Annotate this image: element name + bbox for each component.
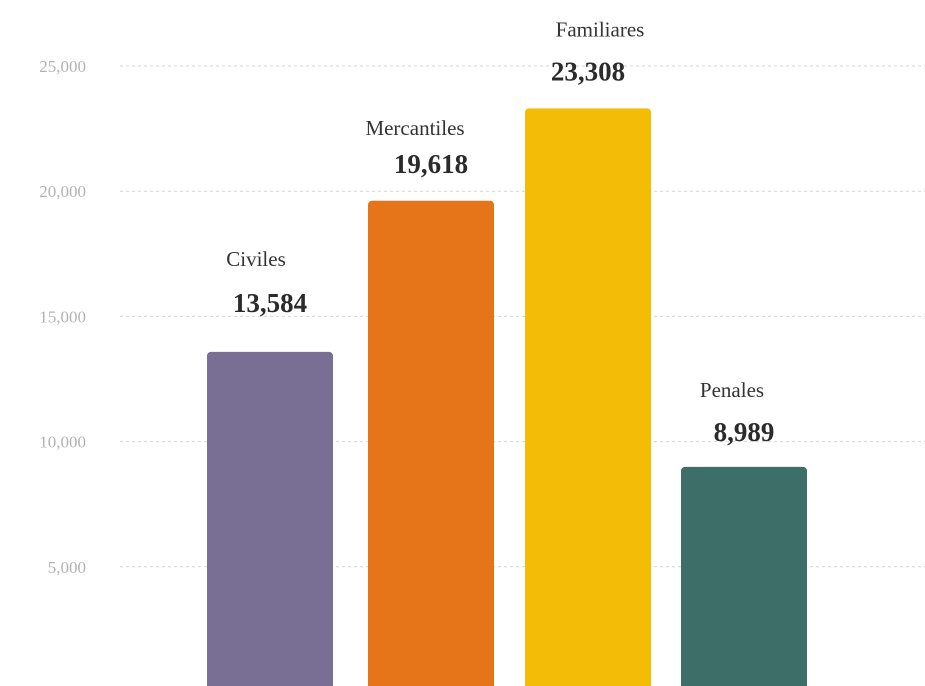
category-label-mercantiles: Mercantiles (365, 116, 464, 140)
value-label-familiares: 23,308 (551, 56, 625, 86)
value-label-penales: 8,989 (714, 417, 775, 447)
bar-familiares (525, 108, 651, 686)
y-tick-label-10000: 10,000 (39, 433, 86, 452)
bars-layer (207, 108, 807, 686)
category-label-familiares: Familiares (556, 17, 645, 41)
y-tick-label-15000: 15,000 (39, 307, 86, 326)
category-label-civiles: Civiles (226, 247, 286, 271)
value-label-civiles: 13,584 (233, 288, 307, 318)
bar-mercantiles (368, 200, 494, 686)
y-tick-label-25000: 25,000 (39, 57, 86, 76)
bar-civiles (207, 351, 333, 686)
y-axis-ticks: 5,000 10,000 15,000 20,000 25,000 (39, 57, 86, 577)
bar-penales (681, 466, 807, 686)
y-tick-label-20000: 20,000 (39, 182, 86, 201)
y-tick-label-5000: 5,000 (48, 558, 86, 577)
labels-layer: Civiles 13,584 Mercantiles 19,618 Familiares… (226, 17, 774, 447)
category-label-penales: Penales (700, 378, 764, 402)
value-label-mercantiles: 19,618 (394, 149, 468, 179)
